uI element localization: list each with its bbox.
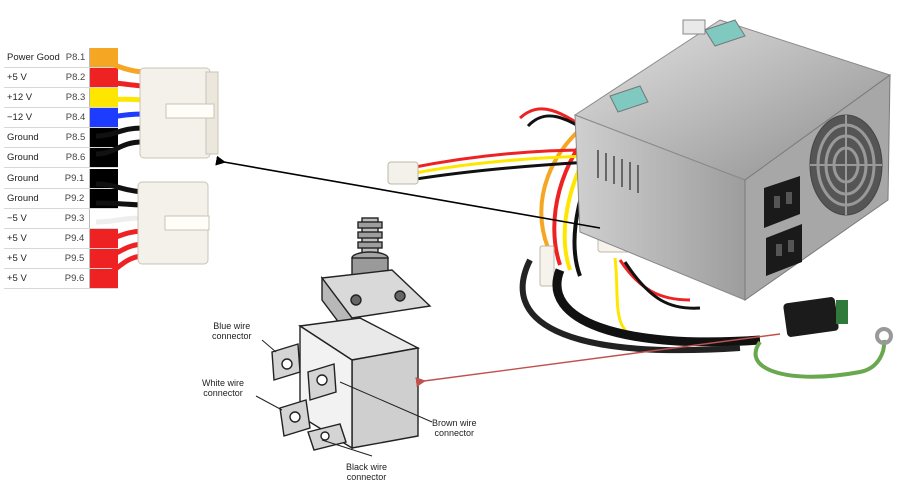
push-button-switch [255,217,433,457]
signal-name: Ground [4,169,62,189]
connector-p8-pinout-table: Power Good P8.1 +5 V P8.2 +12 V P8.3 −12 V P8.4… [4,48,118,168]
connector-p9-row: −5 V P9.3 [4,208,118,229]
signal-name: Ground [4,147,63,168]
signal-name: +12 V [4,87,63,108]
signal-name: Ground [4,188,62,209]
signal-name: Ground [4,127,63,148]
switch-pointer-arrow [415,333,781,388]
black-wire-connector-label: Black wire connector [346,462,388,482]
power-socket-icon [764,176,802,276]
white-wire-connector-label: White wire connector [202,378,245,398]
signal-name: +5 V [4,228,62,249]
connector-p8-row: −12 V P8.4 [4,107,118,128]
connector-p8-row: +5 V P8.2 [4,67,118,88]
pin-number: P9.3 [61,208,90,229]
pin-number: P8.1 [62,48,90,68]
connector-p9-plug [95,181,210,280]
blue-wire-connector-label: Blue wire connector [212,321,252,341]
pin-number: P8.3 [62,87,90,108]
connector-p8-plug [95,59,219,159]
pin-number: P9.4 [61,228,90,249]
power-supply-unit [387,19,893,379]
pin-number: P8.6 [62,147,90,168]
pin-number: P9.1 [61,169,90,189]
signal-name: +5 V [4,248,62,269]
signal-name: −12 V [4,107,63,128]
pin-number: P9.6 [61,268,90,289]
connector-p8-row: Ground P8.6 [4,147,118,168]
pin-number: P8.5 [62,127,90,148]
pin-number: P9.5 [61,248,90,269]
fan-grille-icon [809,114,883,216]
signal-name: +5 V [4,67,63,88]
pin-number: P8.2 [62,67,90,88]
pin-number: P8.4 [62,107,90,128]
brown-wire-connector-label: Brown wire connector [432,418,477,438]
connector-p9-row: Ground P9.2 [4,188,118,209]
signal-name: Power Good [4,48,63,68]
connector-p8-rows: Power Good P8.1 +5 V P8.2 +12 V P8.3 −12 V P8.4… [4,48,118,168]
pin-number: P9.2 [61,188,90,209]
connector-pointer-arrow [215,155,601,229]
signal-name: −5 V [4,208,62,229]
signal-name: +5 V [4,268,62,289]
